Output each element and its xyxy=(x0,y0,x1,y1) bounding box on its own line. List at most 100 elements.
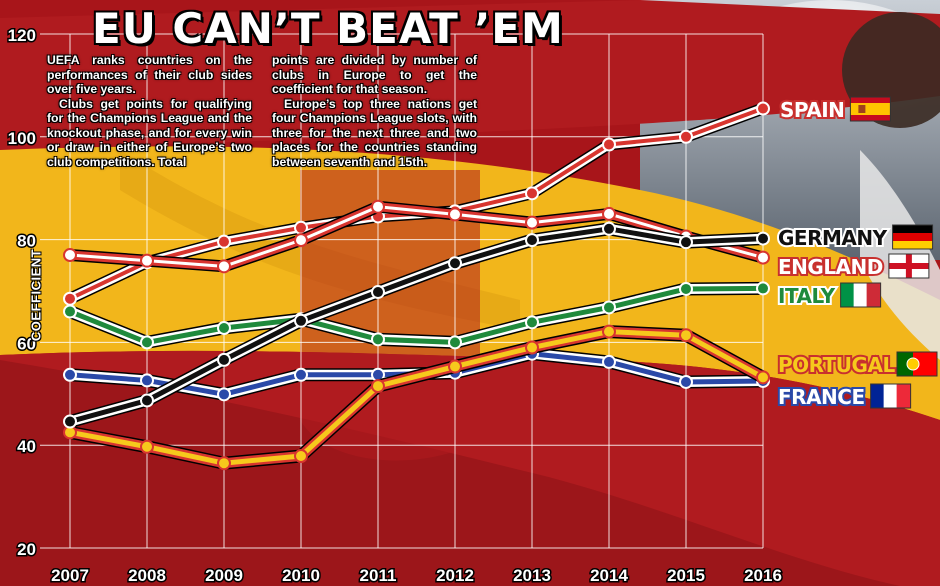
data-point-germany-2012 xyxy=(448,256,462,271)
series-portugal-core xyxy=(67,329,766,466)
data-point-portugal-2016 xyxy=(756,370,770,385)
series-germany-core xyxy=(67,226,766,425)
data-point-england-2012 xyxy=(448,207,462,222)
blurb-right-paragraph-1: points are divided by number of clubs in… xyxy=(272,53,477,96)
legend-label-spain: SPAIN xyxy=(780,98,844,122)
data-point-italy-2011 xyxy=(371,332,385,347)
data-point-germany-2008 xyxy=(140,393,154,408)
axis-labels: 20 40 60 80 100 120 2007 2008 2009 2010 2011 2012 20… xyxy=(6,25,783,586)
y-tick-label: 20 xyxy=(17,540,36,559)
x-tick-label: 2016 xyxy=(744,566,782,585)
series-portugal-shadow xyxy=(63,325,770,470)
data-point-portugal-2013 xyxy=(525,340,539,355)
series-england xyxy=(63,199,770,274)
data-point-spain-2014 xyxy=(602,137,616,152)
data-point-italy-2009 xyxy=(217,321,231,336)
legend-label-portugal: PORTUGAL xyxy=(778,353,895,377)
blurb-left-paragraph-2: Clubs get points for qualifying for the … xyxy=(47,96,252,169)
portugal-flag-icon xyxy=(896,351,938,377)
data-point-italy-2016 xyxy=(756,281,770,296)
data-point-england-2010 xyxy=(294,233,308,248)
data-point-portugal-2008 xyxy=(140,439,154,454)
series-portugal xyxy=(63,324,770,471)
data-point-portugal-2015 xyxy=(679,328,693,343)
italy-flag-icon xyxy=(840,282,882,308)
data-point-portugal-2009 xyxy=(217,456,231,471)
data-point-germany-2010 xyxy=(294,313,308,328)
y-tick-label: 80 xyxy=(17,232,36,251)
data-point-spain-2009 xyxy=(217,234,231,249)
series-lines xyxy=(63,101,770,471)
data-point-germany-2009 xyxy=(217,352,231,367)
series-portugal-line xyxy=(65,326,768,469)
data-point-germany-2013 xyxy=(525,233,539,248)
data-point-france-2008 xyxy=(140,373,154,388)
series-germany xyxy=(63,221,770,429)
data-point-italy-2008 xyxy=(140,335,154,350)
data-point-italy-2013 xyxy=(525,315,539,330)
data-point-portugal-2010 xyxy=(294,448,308,463)
data-point-england-2011 xyxy=(371,199,385,214)
data-point-portugal-2014 xyxy=(602,324,616,339)
germany-flag-icon xyxy=(892,224,934,250)
legend: SPAIN GERMANY ENGLAND ITALY PORTUGAL FRANCE xyxy=(776,96,938,411)
x-tick-label: 2008 xyxy=(128,566,166,585)
data-point-france-2009 xyxy=(217,387,231,402)
data-point-germany-2007 xyxy=(63,414,77,429)
x-tick-label: 2007 xyxy=(51,566,89,585)
data-point-spain-2016 xyxy=(756,101,770,116)
data-point-germany-2015 xyxy=(679,235,693,250)
x-tick-label: 2015 xyxy=(667,566,705,585)
legend-label-germany: GERMANY xyxy=(778,226,888,250)
data-point-germany-2016 xyxy=(756,231,770,246)
data-point-spain-2007 xyxy=(63,291,77,306)
y-tick-label: 40 xyxy=(17,437,36,456)
x-tick-label: 2010 xyxy=(282,566,320,585)
blurb-left: UEFA ranks countries on the performances… xyxy=(47,53,252,169)
data-point-italy-2015 xyxy=(679,281,693,296)
data-point-portugal-2012 xyxy=(448,359,462,374)
data-point-france-2014 xyxy=(602,354,616,369)
series-england-core xyxy=(68,205,765,268)
series-italy xyxy=(63,281,770,350)
data-point-england-2008 xyxy=(140,253,154,268)
france-flag-icon xyxy=(870,383,912,409)
series-italy-core xyxy=(67,285,766,345)
blurb-right: points are divided by number of clubs in… xyxy=(272,53,477,169)
legend-label-england: ENGLAND xyxy=(778,255,883,279)
data-point-germany-2014 xyxy=(602,221,616,236)
x-tick-label: 2014 xyxy=(590,566,628,585)
spain-flag-icon xyxy=(849,96,891,122)
data-point-france-2015 xyxy=(679,374,693,389)
data-point-england-2007 xyxy=(63,248,77,263)
y-tick-label: 100 xyxy=(8,129,36,148)
data-point-england-2014 xyxy=(602,206,616,221)
england-flag-icon xyxy=(888,253,930,279)
legend-label-italy: ITALY xyxy=(778,284,836,308)
data-point-portugal-2011 xyxy=(371,379,385,394)
x-tick-label: 2009 xyxy=(205,566,243,585)
blurb-left-paragraph-1: UEFA ranks countries on the performances… xyxy=(47,53,252,96)
x-tick-label: 2012 xyxy=(436,566,474,585)
y-tick-label: 120 xyxy=(8,26,36,45)
data-point-england-2016 xyxy=(756,250,770,265)
data-point-italy-2012 xyxy=(448,335,462,350)
y-tick-label: 60 xyxy=(17,334,36,353)
y-axis-title: COEFFICIENT xyxy=(28,248,44,342)
data-point-spain-2015 xyxy=(679,129,693,144)
legend-label-france: FRANCE xyxy=(778,385,865,409)
data-point-england-2009 xyxy=(217,259,231,274)
blurb-right-paragraph-2: Europe’s top three nations get four Cham… xyxy=(272,96,477,169)
data-point-italy-2014 xyxy=(602,300,616,315)
data-point-england-2013 xyxy=(525,215,539,230)
data-point-spain-2013 xyxy=(525,186,539,201)
x-tick-label: 2013 xyxy=(513,566,551,585)
x-tick-label: 2011 xyxy=(360,566,397,585)
data-point-germany-2011 xyxy=(371,285,385,300)
data-point-italy-2007 xyxy=(63,304,77,319)
data-point-france-2010 xyxy=(294,367,308,382)
data-point-france-2007 xyxy=(63,367,77,382)
